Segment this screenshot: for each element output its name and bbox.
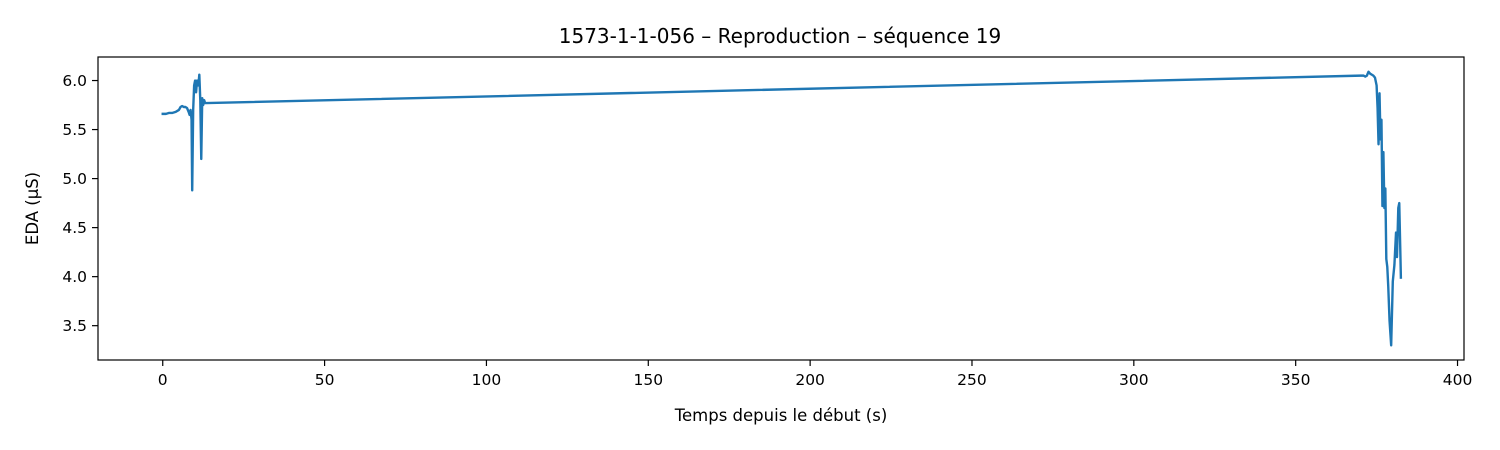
y-tick-label: 4.5 <box>62 219 87 237</box>
x-tick-label: 400 <box>1443 371 1473 389</box>
y-tick-label: 6.0 <box>62 72 87 90</box>
x-tick-label: 50 <box>315 371 335 389</box>
series-line <box>161 70 1403 347</box>
x-tick-label: 200 <box>795 371 825 389</box>
x-tick-label: 250 <box>957 371 987 389</box>
x-tick-label: 100 <box>472 371 502 389</box>
x-tick-label: 0 <box>158 371 168 389</box>
x-tick-label: 150 <box>633 371 663 389</box>
y-axis-label: EDA (µS) <box>23 172 42 245</box>
y-axis: 3.5 4.0 4.5 5.0 5.5 6.0 <box>62 72 98 335</box>
chart-title: 1573-1-1-056 – Reproduction – séquence 1… <box>559 24 1001 48</box>
y-tick-label: 4.0 <box>62 268 87 286</box>
y-tick-label: 5.0 <box>62 170 87 188</box>
plot-area <box>161 70 1403 347</box>
y-tick-label: 3.5 <box>62 317 87 335</box>
x-axis-label: Temps depuis le début (s) <box>674 406 888 425</box>
x-axis: 0 50 100 150 200 250 300 350 400 <box>158 360 1473 389</box>
plot-frame <box>97 56 1465 361</box>
y-tick-label: 5.5 <box>62 121 87 139</box>
x-tick-label: 300 <box>1119 371 1149 389</box>
x-tick-label: 350 <box>1281 371 1311 389</box>
